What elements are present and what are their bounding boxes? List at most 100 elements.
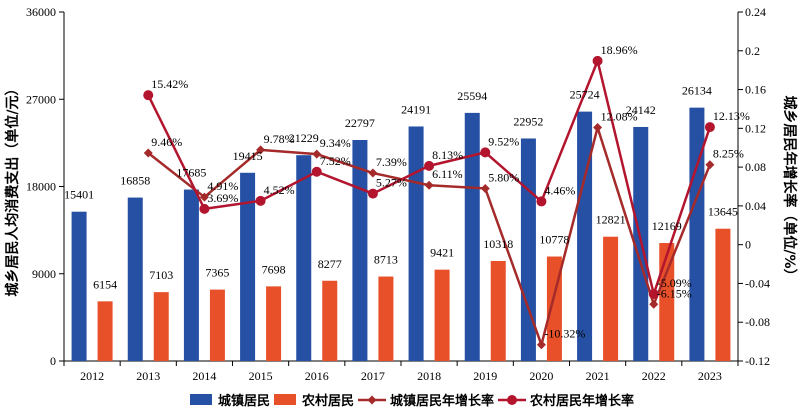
bar-value-label: 8713 [374, 253, 398, 267]
urban-growth-marker [199, 192, 209, 202]
bar-urban [408, 126, 424, 362]
bar-value-label: 17685 [176, 166, 206, 180]
bar-urban [689, 107, 705, 361]
urban-growth-label: 12.08% [601, 110, 638, 124]
rural-growth-marker [367, 188, 378, 199]
bar-value-label: 12169 [652, 219, 682, 233]
x-tick-label: 2023 [698, 369, 722, 383]
legend-label: 农村居民年增长率 [529, 393, 634, 409]
x-tick-label: 2020 [529, 369, 553, 383]
urban-growth-marker [593, 123, 603, 133]
bar-urban [577, 111, 593, 361]
urban-growth-label: 9.78% [264, 132, 295, 146]
bar-value-label: 26134 [682, 84, 712, 98]
bar-value-label: 13645 [708, 205, 738, 219]
bar-value-label: 8277 [318, 257, 342, 271]
legend: 城镇居民 农村居民 城镇居民年增长率 农村居民年增长率 [190, 393, 634, 409]
bar-rural [378, 276, 394, 361]
urban-growth-label: 9.46% [151, 135, 182, 149]
bar-value-label: 7103 [149, 268, 173, 282]
y-left-tick-label: 0 [50, 354, 56, 368]
rural-growth-label: 8.13% [432, 148, 463, 162]
legend-label: 城镇居民年增长率 [390, 393, 494, 409]
x-tick-label: 2014 [192, 369, 216, 383]
urban-growth-marker [536, 340, 546, 350]
y-right-tick-label: 0.2 [745, 44, 760, 58]
bar-value-label: 10318 [483, 237, 513, 251]
bar-value-label: 24142 [626, 103, 656, 117]
x-tick-label: 2013 [136, 369, 160, 383]
urban-growth-marker [256, 145, 266, 155]
y-right-tick-label: 0.04 [745, 199, 766, 213]
urban-growth-marker [424, 180, 434, 190]
legend-marker [507, 395, 517, 405]
rural-growth-label: 15.42% [151, 77, 188, 91]
rural-growth-label: 4.52% [264, 183, 295, 197]
bar-rural [153, 292, 169, 361]
y-right-tick-label: 0.12 [745, 121, 766, 135]
rural-growth-marker [311, 166, 322, 177]
y-right-tick-label: 0.16 [745, 83, 766, 97]
lines [143, 55, 715, 350]
urban-growth-marker [143, 148, 153, 158]
bar-value-label: 15401 [64, 188, 94, 202]
urban-growth-marker [480, 183, 490, 193]
x-tick-label: 2021 [586, 369, 610, 383]
rural-growth-label: -5.09% [657, 276, 692, 290]
bar-value-label: 19415 [233, 149, 263, 163]
bar-rural [209, 289, 225, 361]
bar-urban [296, 155, 312, 361]
bar-rural [322, 280, 338, 361]
x-tick-label: 2012 [80, 369, 104, 383]
rural-growth-label: 18.96% [601, 43, 638, 57]
y-right-tick-label: -0.04 [745, 276, 770, 290]
y-right-tick-label: -0.12 [745, 354, 770, 368]
y-left-tick-label: 36000 [26, 5, 56, 19]
urban-growth-label: 5.80% [488, 170, 519, 184]
bar-value-label: 16858 [120, 174, 150, 188]
bar-value-label: 9421 [430, 246, 454, 260]
urban-growth-label: -6.15% [657, 286, 692, 300]
urban-growth-label: 7.39% [376, 155, 407, 169]
urban-growth-label: -10.32% [544, 327, 585, 341]
rural-growth-marker [536, 196, 547, 207]
rural-growth-marker [199, 203, 210, 214]
y-right-tick-label: -0.08 [745, 315, 770, 329]
data-labels: 15401 16858 17685 19415 21229 22797 24191 25594… [64, 43, 750, 341]
x-tick-label: 2019 [473, 369, 497, 383]
y-axis-right-title: 城乡居民年增长率（单位/%） [781, 95, 798, 282]
bar-urban [464, 112, 480, 361]
urban-growth-marker [649, 299, 659, 309]
legend-swatch [190, 394, 212, 405]
rural-growth-label: 5.27% [376, 176, 407, 190]
bar-value-label: 22952 [513, 114, 543, 128]
bar-rural [659, 243, 675, 361]
bar-value-label: 21229 [289, 131, 319, 145]
bar-urban [71, 211, 87, 361]
bar-value-label: 25724 [570, 88, 600, 102]
y-left-tick-label: 27000 [26, 92, 56, 106]
urban-growth-label: 9.34% [320, 136, 351, 150]
bar-value-label: 12821 [596, 213, 626, 227]
rural-growth-label: 3.69% [207, 191, 238, 205]
rural-growth-marker [648, 289, 659, 300]
y-right-tick-label: 0.08 [745, 160, 766, 174]
rural-growth-label: 4.46% [544, 183, 575, 197]
bar-value-label: 10778 [539, 233, 569, 247]
bar-value-label: 24191 [401, 102, 431, 116]
rural-growth-line [147, 56, 712, 299]
y-axis-left-title: 城乡居民人均消费支出（单位/元） [4, 81, 21, 296]
urban-growth-marker [368, 168, 378, 178]
urban-growth-label: 4.91% [207, 179, 238, 193]
urban-growth-label: 8.25% [713, 147, 744, 161]
x-tick-label: 2016 [305, 369, 329, 383]
legend-marker [367, 395, 377, 405]
rural-growth-marker [424, 160, 435, 171]
bar-rural [490, 260, 506, 361]
urban-growth-marker [705, 160, 715, 170]
rural-growth-label: 7.52% [320, 154, 351, 168]
bar-value-label: 25594 [457, 89, 487, 103]
rural-growth-marker [143, 90, 154, 101]
rural-growth-marker [592, 55, 603, 66]
